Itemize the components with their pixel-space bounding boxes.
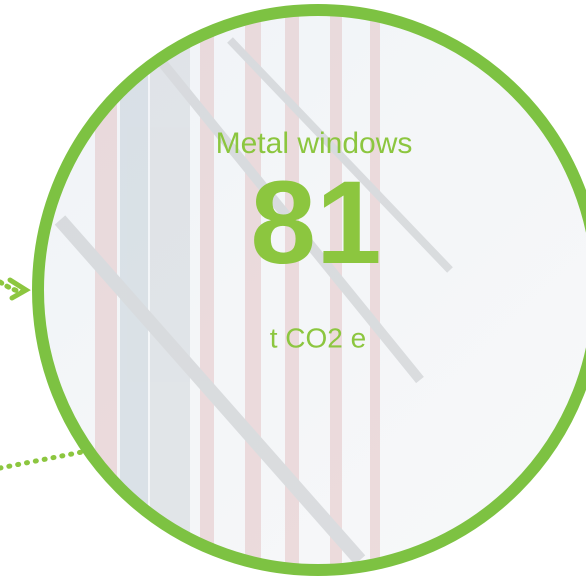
ring bbox=[32, 4, 586, 576]
unit: t CO2 e bbox=[270, 322, 366, 353]
arrow-head bbox=[7, 277, 31, 301]
label: Metal windows bbox=[216, 127, 413, 160]
value: 81 bbox=[250, 157, 381, 289]
connector bbox=[0, 449, 85, 471]
building-photo bbox=[38, 10, 586, 570]
